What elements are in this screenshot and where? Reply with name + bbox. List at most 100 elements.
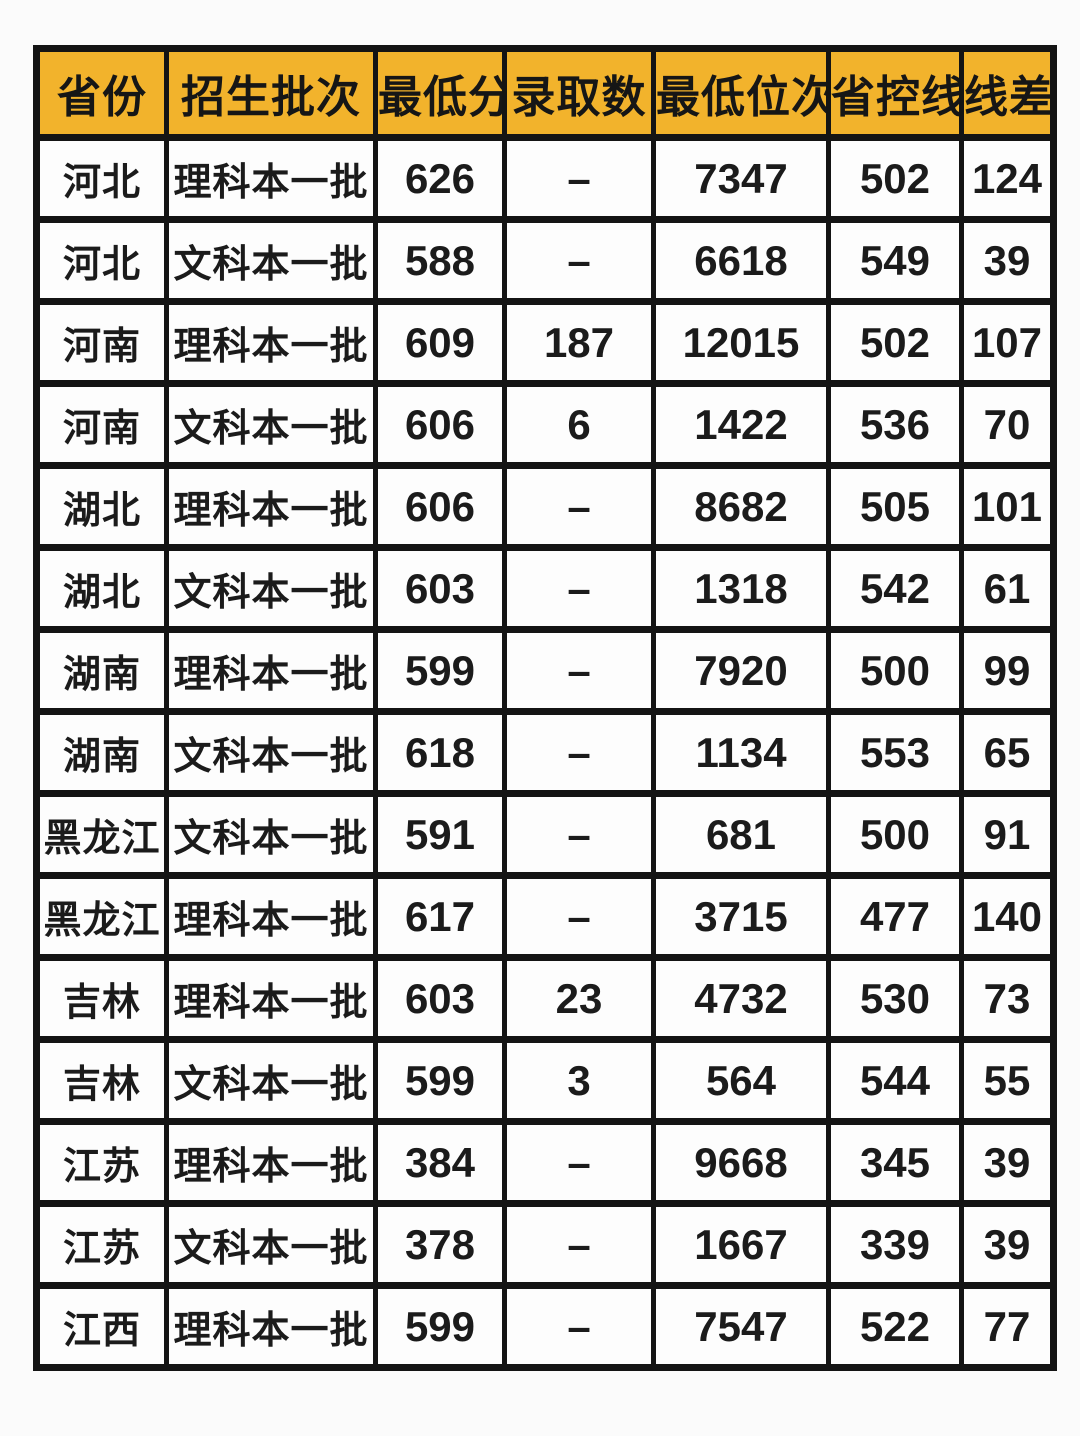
table-row: 黑龙江 文科本一批 591–681 500 91 [34,790,1056,879]
cell-control-line: 549 [826,216,964,305]
cell-province: 河北 [34,216,169,305]
cell-admit-count: 6 [502,380,656,469]
cell-min-rank: 12015 [651,298,831,387]
table-row: 河北 理科本一批 626–7347 502 124 [34,134,1056,223]
cell-batch: 理科本一批 [164,954,378,1043]
cell-min-score: 603 [373,544,507,633]
table-row: 吉林 文科本一批 599 3 564 544 55 [34,1036,1056,1125]
cell-min-rank: 3715 [651,872,831,961]
cell-admit-count: – [502,1282,656,1371]
cell-line-diff: 39 [959,216,1056,305]
table-body: 河北 理科本一批 626–7347 502 124 河北 文科本一批 588–6618 549 3… [34,134,1056,1371]
header-admit-count: 录取数 [502,45,656,141]
table-row: 湖南 理科本一批 599–7920 500 99 [34,626,1056,715]
cell-line-diff: 65 [959,708,1056,797]
cell-province: 黑龙江 [34,790,169,879]
cell-batch: 文科本一批 [164,544,378,633]
cell-province: 河南 [34,380,169,469]
table-row: 河南 理科本一批 609 187 12015 502 107 [34,298,1056,387]
cell-province: 吉林 [34,1036,169,1125]
cell-min-rank: 7920 [651,626,831,715]
cell-batch: 理科本一批 [164,1282,378,1371]
cell-min-rank: 4732 [651,954,831,1043]
cell-control-line: 500 [826,626,964,715]
table-row: 湖北 理科本一批 606–8682 505 101 [34,462,1056,551]
cell-province: 吉林 [34,954,169,1043]
table-row: 江苏 理科本一批 384–9668 345 39 [34,1118,1056,1207]
cell-min-score: 606 [373,462,507,551]
cell-line-diff: 39 [959,1118,1056,1207]
cell-admit-count: 187 [502,298,656,387]
cell-batch: 文科本一批 [164,216,378,305]
cell-line-diff: 140 [959,872,1056,961]
cell-batch: 理科本一批 [164,626,378,715]
cell-province: 河南 [34,298,169,387]
cell-province: 河北 [34,134,169,223]
cell-min-score: 618 [373,708,507,797]
cell-control-line: 500 [826,790,964,879]
cell-line-diff: 61 [959,544,1056,633]
cell-batch: 理科本一批 [164,298,378,387]
cell-province: 江苏 [34,1118,169,1207]
table-row: 江西 理科本一批 599–7547 522 77 [34,1282,1056,1371]
cell-province: 黑龙江 [34,872,169,961]
cell-min-score: 606 [373,380,507,469]
cell-min-rank: 1667 [651,1200,831,1289]
cell-min-score: 617 [373,872,507,961]
cell-admit-count: – [502,1118,656,1207]
cell-batch: 文科本一批 [164,708,378,797]
cell-control-line: 502 [826,298,964,387]
cell-control-line: 544 [826,1036,964,1125]
cell-admit-count: – [502,1200,656,1289]
cell-batch: 理科本一批 [164,134,378,223]
cell-control-line: 536 [826,380,964,469]
cell-control-line: 553 [826,708,964,797]
cell-province: 湖北 [34,544,169,633]
cell-admit-count: – [502,790,656,879]
cell-min-score: 599 [373,1036,507,1125]
header-province: 省份 [34,45,169,141]
header-line-diff: 线差 [959,45,1056,141]
cell-min-score: 626 [373,134,507,223]
cell-batch: 文科本一批 [164,790,378,879]
admission-score-table: 省份 招生批次 最低分 录取数 最低位次 省控线 线差 河北 理科本一批 626–7… [33,45,1057,1371]
cell-admit-count: – [502,134,656,223]
cell-batch: 理科本一批 [164,462,378,551]
cell-admit-count: 3 [502,1036,656,1125]
cell-batch: 文科本一批 [164,380,378,469]
cell-admit-count: – [502,216,656,305]
cell-control-line: 505 [826,462,964,551]
table-row: 河南 文科本一批 606 6 1422 536 70 [34,380,1056,469]
cell-admit-count: – [502,626,656,715]
cell-min-score: 603 [373,954,507,1043]
cell-control-line: 502 [826,134,964,223]
cell-min-score: 384 [373,1118,507,1207]
cell-min-score: 599 [373,626,507,715]
cell-line-diff: 124 [959,134,1056,223]
cell-line-diff: 99 [959,626,1056,715]
cell-min-score: 588 [373,216,507,305]
cell-min-score: 599 [373,1282,507,1371]
cell-min-score: 609 [373,298,507,387]
cell-control-line: 542 [826,544,964,633]
cell-line-diff: 73 [959,954,1056,1043]
cell-min-rank: 6618 [651,216,831,305]
cell-min-score: 378 [373,1200,507,1289]
cell-batch: 文科本一批 [164,1036,378,1125]
table-row: 江苏 文科本一批 378–1667 339 39 [34,1200,1056,1289]
header-row: 省份 招生批次 最低分 录取数 最低位次 省控线 线差 [34,45,1056,141]
cell-control-line: 345 [826,1118,964,1207]
cell-admit-count: – [502,872,656,961]
table-row: 湖北 文科本一批 603–1318 542 61 [34,544,1056,633]
cell-control-line: 477 [826,872,964,961]
cell-line-diff: 55 [959,1036,1056,1125]
header-batch: 招生批次 [164,45,378,141]
header-min-score: 最低分 [373,45,507,141]
cell-control-line: 339 [826,1200,964,1289]
cell-line-diff: 70 [959,380,1056,469]
cell-min-rank: 8682 [651,462,831,551]
cell-control-line: 530 [826,954,964,1043]
cell-control-line: 522 [826,1282,964,1371]
cell-min-rank: 564 [651,1036,831,1125]
